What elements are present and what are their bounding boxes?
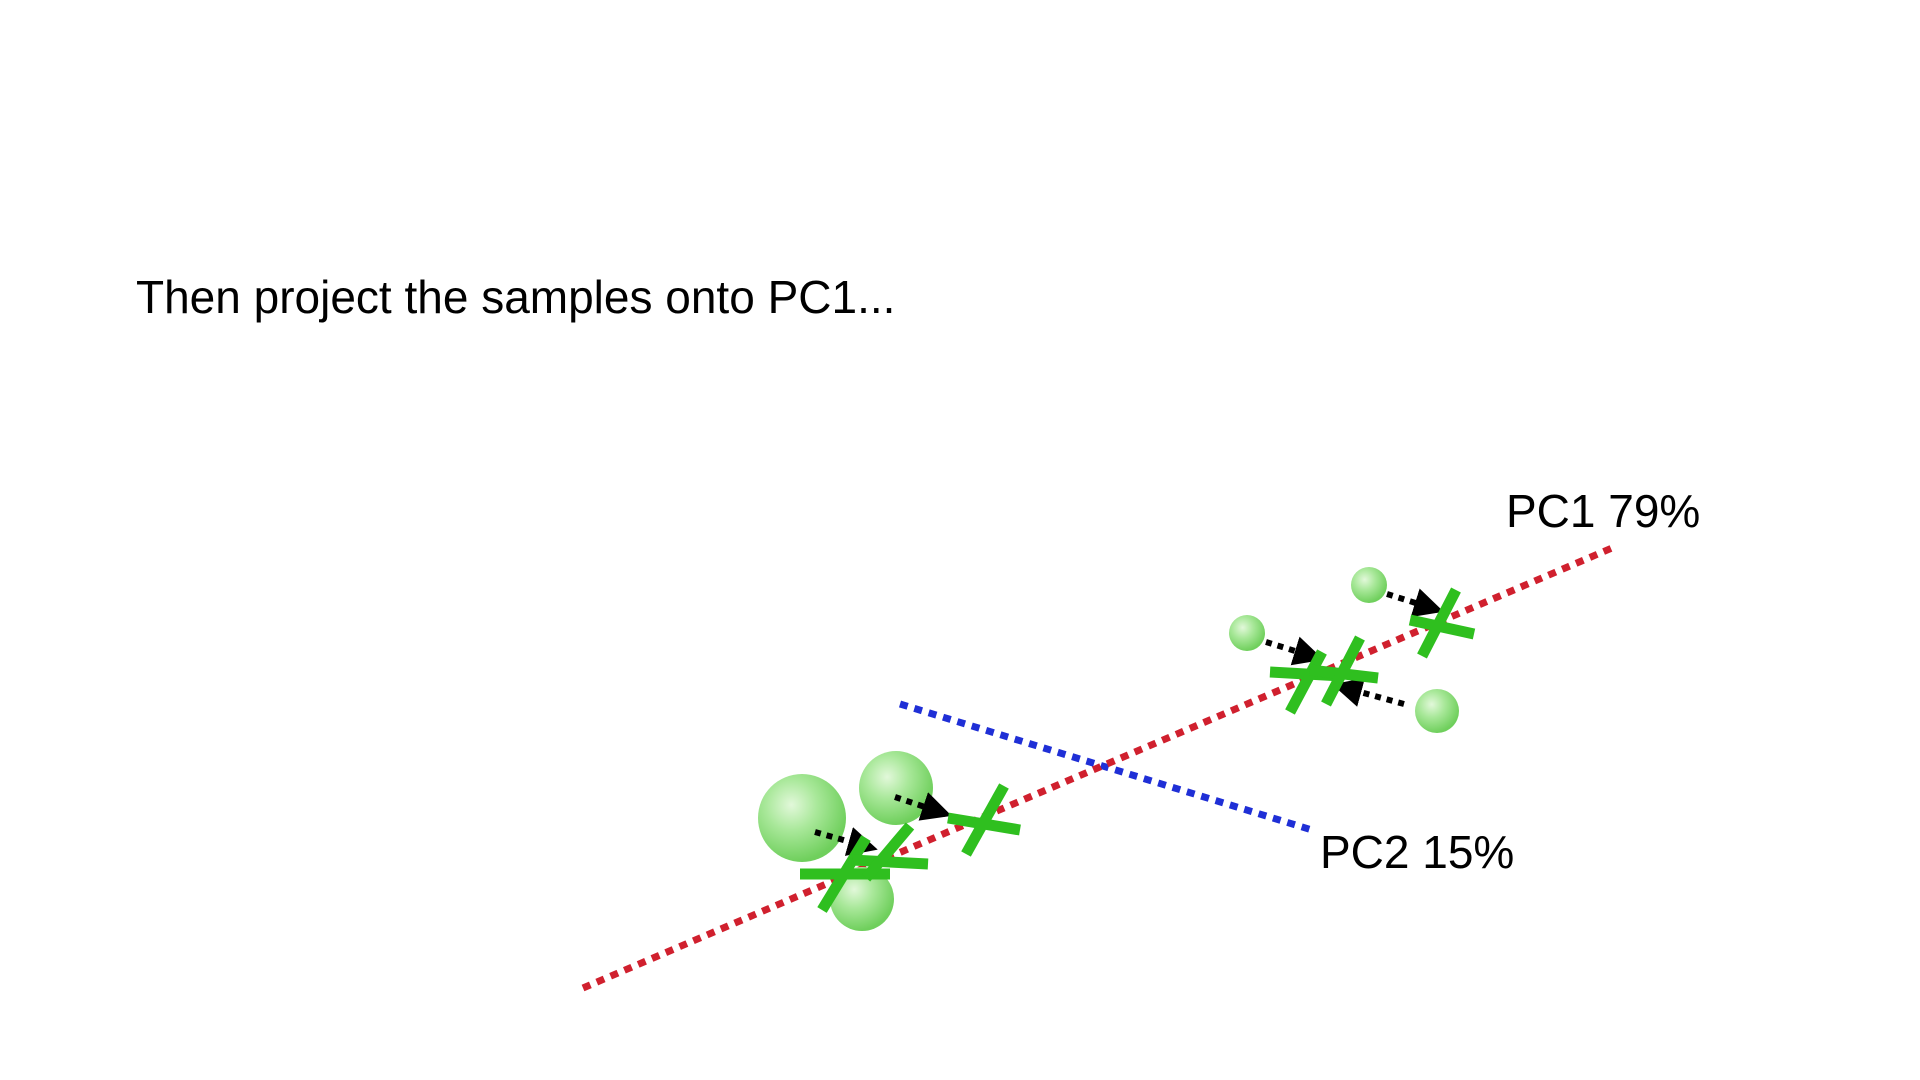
- sample-point: [758, 774, 846, 862]
- projected-markers: [800, 587, 1476, 913]
- projection-marker: [851, 822, 929, 882]
- slide-caption: Then project the samples onto PC1...: [136, 271, 896, 323]
- projection-arrow: [1386, 588, 1444, 618]
- sample-point: [830, 867, 894, 931]
- projection-marker: [1408, 587, 1476, 659]
- pc2-axis-line: [898, 700, 1314, 834]
- projection-marker: [947, 783, 1021, 857]
- sample-point: [1415, 689, 1459, 733]
- sample-point: [859, 751, 933, 825]
- sample-point: [1351, 567, 1387, 603]
- pc1-axis-line: [581, 544, 1614, 992]
- sample-point: [1229, 615, 1265, 651]
- projection-arrow: [1265, 636, 1324, 666]
- pc1-label: PC1 79%: [1506, 485, 1700, 537]
- projection-arrow: [894, 792, 952, 821]
- projection-arrow: [1332, 677, 1405, 707]
- projection-marker: [1309, 635, 1379, 707]
- sample-points: [758, 567, 1459, 931]
- pc2-label: PC2 15%: [1320, 826, 1514, 878]
